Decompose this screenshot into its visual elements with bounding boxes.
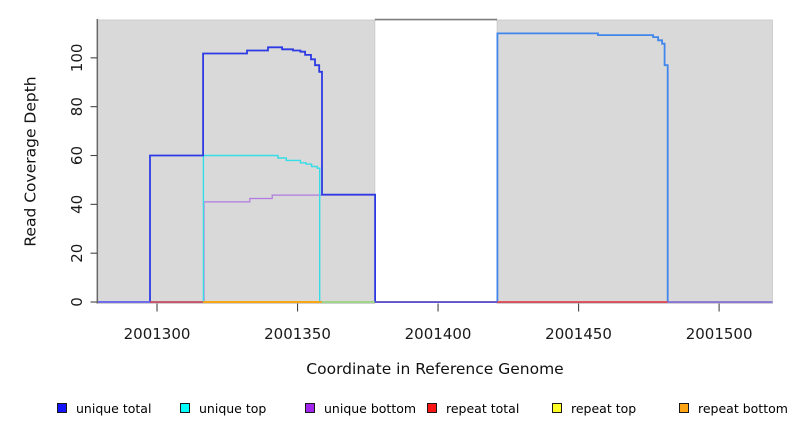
- y-tick-label: 20: [68, 244, 86, 263]
- legend-swatch-unique-top: [180, 403, 190, 413]
- series-unique-total-left: [98, 46, 376, 303]
- y-tick-label: 100: [68, 44, 86, 73]
- y-tick-label: 60: [68, 146, 86, 165]
- legend-label: repeat total: [446, 400, 520, 416]
- legend-item-unique-bottom: unique bottom: [305, 398, 416, 418]
- legend: unique total unique top unique bottom re…: [0, 398, 792, 422]
- x-tick-label: 2001400: [405, 325, 472, 343]
- legend-item-unique-total: unique total: [57, 398, 151, 418]
- x-tick-label: 2001300: [124, 325, 191, 343]
- legend-label: unique total: [76, 400, 152, 416]
- x-tick-label: 2001450: [545, 325, 612, 343]
- legend-swatch-repeat-total: [427, 403, 437, 413]
- background-region-covered-right: [496, 19, 773, 304]
- background-region-covered-left: [97, 19, 376, 304]
- legend-swatch-repeat-top: [552, 403, 562, 413]
- legend-swatch-unique-bottom: [305, 403, 315, 413]
- legend-label: unique top: [199, 400, 267, 416]
- y-tick-label: 40: [68, 195, 86, 214]
- legend-item-repeat-top: repeat top: [552, 398, 636, 418]
- x-tick-label: 2001350: [264, 325, 331, 343]
- y-axis-title: Read Coverage Depth: [21, 76, 40, 247]
- legend-swatch-repeat-bottom: [679, 403, 689, 413]
- legend-item-repeat-bottom: repeat bottom: [679, 398, 788, 418]
- y-tick-label: 80: [68, 97, 86, 116]
- legend-item-unique-top: unique top: [180, 398, 266, 418]
- y-tick-label: 0: [68, 297, 86, 307]
- x-axis-title: Coordinate in Reference Genome: [306, 360, 564, 378]
- legend-label: repeat bottom: [698, 400, 788, 416]
- legend-label: unique bottom: [324, 400, 417, 416]
- series-unique-total-right: [496, 32, 669, 303]
- legend-swatch-unique-total: [57, 403, 67, 413]
- legend-item-repeat-total: repeat total: [427, 398, 519, 418]
- series-unique-top: [98, 154, 321, 303]
- x-tick-label: 2001500: [686, 325, 753, 343]
- legend-label: repeat top: [571, 400, 637, 416]
